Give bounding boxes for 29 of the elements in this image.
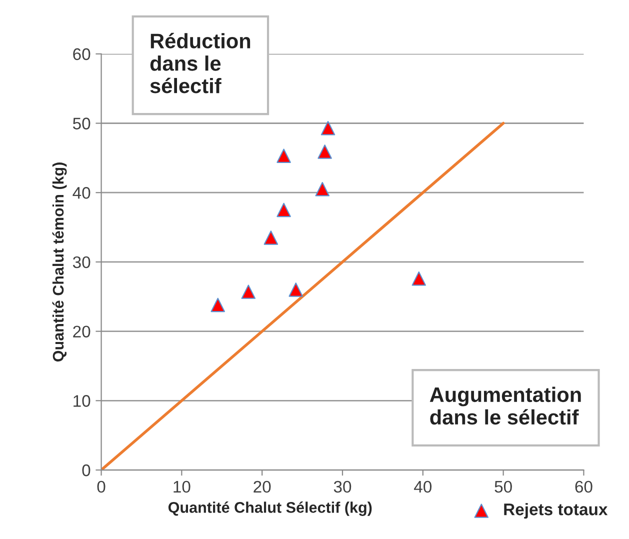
x-axis-title: Quantité Chalut Sélectif (kg)	[168, 502, 372, 516]
point	[320, 120, 336, 136]
point	[210, 298, 226, 312]
point	[288, 282, 303, 297]
y-tick-label: 60	[73, 48, 90, 60]
y-tick-label: 10	[74, 395, 90, 407]
y-tick-label: 0	[82, 464, 90, 476]
annotation: Réduction dans le sélectif	[150, 32, 250, 94]
point	[264, 230, 278, 245]
x-tick-label: 30	[334, 480, 352, 493]
x-tick-label: 20	[254, 480, 271, 493]
x-tick-label: 10	[174, 480, 190, 493]
legend-label: Rejets totaux	[504, 503, 608, 519]
y-tick-label: 50	[72, 118, 90, 130]
y-axis-title: Quantité Chalut témoin (kg)	[52, 162, 67, 362]
x-tick-label: 40	[414, 480, 432, 493]
x-tick-label: 0	[97, 480, 106, 493]
point	[241, 284, 256, 299]
annotation: Augumentation dans le sélectif	[430, 386, 581, 425]
y-tick-label: 20	[73, 326, 90, 338]
point	[276, 148, 291, 163]
x-tick-label: 60	[575, 480, 592, 493]
point	[412, 271, 426, 286]
point	[315, 182, 330, 196]
point	[318, 144, 332, 159]
y-tick-label: 40	[72, 187, 90, 199]
x-tick-label: 50	[494, 480, 512, 493]
point	[276, 202, 291, 218]
y-tick-label: 30	[72, 256, 90, 268]
